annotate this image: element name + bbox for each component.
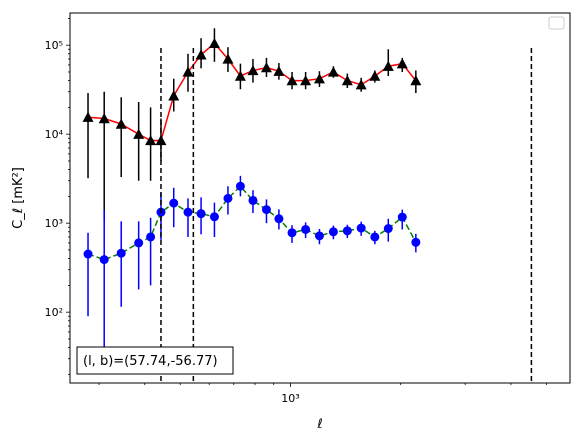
series-1-point <box>342 226 352 236</box>
series-1-point <box>183 207 193 217</box>
series-0-point <box>273 65 285 76</box>
y-tick-label: 10² <box>45 306 63 319</box>
series-1-point <box>116 248 126 258</box>
series-1-point <box>397 212 407 222</box>
series-1-point <box>146 232 156 242</box>
series-0-point <box>355 79 367 90</box>
y-tick-label: 10³ <box>45 217 63 230</box>
series-1-point <box>196 209 206 219</box>
series-0-point <box>369 70 381 81</box>
series-0-point <box>234 70 246 81</box>
series-1-point <box>134 238 144 248</box>
series-0-point <box>133 128 145 139</box>
series-1-point <box>209 212 219 222</box>
series-1-point <box>370 232 380 242</box>
series-0-point <box>182 66 194 77</box>
x-tick-label: 10³ <box>281 392 299 405</box>
y-tick-label: 10⁵ <box>45 39 63 52</box>
series-1-point <box>83 249 93 259</box>
series-0-point <box>247 64 259 76</box>
series-0-point <box>195 49 207 60</box>
y-tick-label: 10⁴ <box>45 128 64 141</box>
plot-frame <box>69 12 571 384</box>
annotation-text: (l, b)=(57.74,-56.77) <box>83 354 218 369</box>
series-1-point <box>261 205 271 215</box>
series-0-point <box>382 60 394 71</box>
series-1-point <box>328 227 338 237</box>
series-0-point <box>286 75 298 86</box>
series-0-point <box>327 66 339 77</box>
series-0-point <box>396 58 408 69</box>
series-1-point <box>411 237 421 247</box>
annotation-box: (l, b)=(57.74,-56.77) <box>76 346 234 375</box>
series-1-point <box>301 224 311 234</box>
series-1-point <box>383 224 393 234</box>
legend-box <box>548 16 565 30</box>
series-0-point <box>300 75 312 86</box>
series-0-point <box>145 134 157 146</box>
series-0-point <box>82 111 94 122</box>
series-1-point <box>223 193 233 203</box>
series-1-point <box>169 198 179 208</box>
series-1-point <box>99 255 109 265</box>
y-axis-label: C_ℓ [mK²] <box>11 167 26 229</box>
x-axis-label: ℓ <box>316 417 322 432</box>
series-0-point <box>410 75 422 86</box>
series-1-point <box>235 181 245 191</box>
series-1-point <box>356 223 366 233</box>
series-0-point <box>341 75 353 86</box>
series-0-point <box>260 62 272 73</box>
series-1-point <box>314 231 324 241</box>
series-0-point <box>313 73 325 84</box>
series-0-point <box>222 53 234 64</box>
series-0-point <box>98 113 110 124</box>
series-1-point <box>287 228 297 238</box>
series-0-point <box>168 90 180 101</box>
series-0-line <box>87 42 417 142</box>
series-lines <box>87 42 417 261</box>
annotation-frame <box>76 346 234 375</box>
series-1-point <box>248 195 258 205</box>
markers <box>82 37 422 265</box>
series-1-point <box>274 214 284 224</box>
series-0-point <box>115 118 127 129</box>
series-0-point <box>208 37 220 48</box>
